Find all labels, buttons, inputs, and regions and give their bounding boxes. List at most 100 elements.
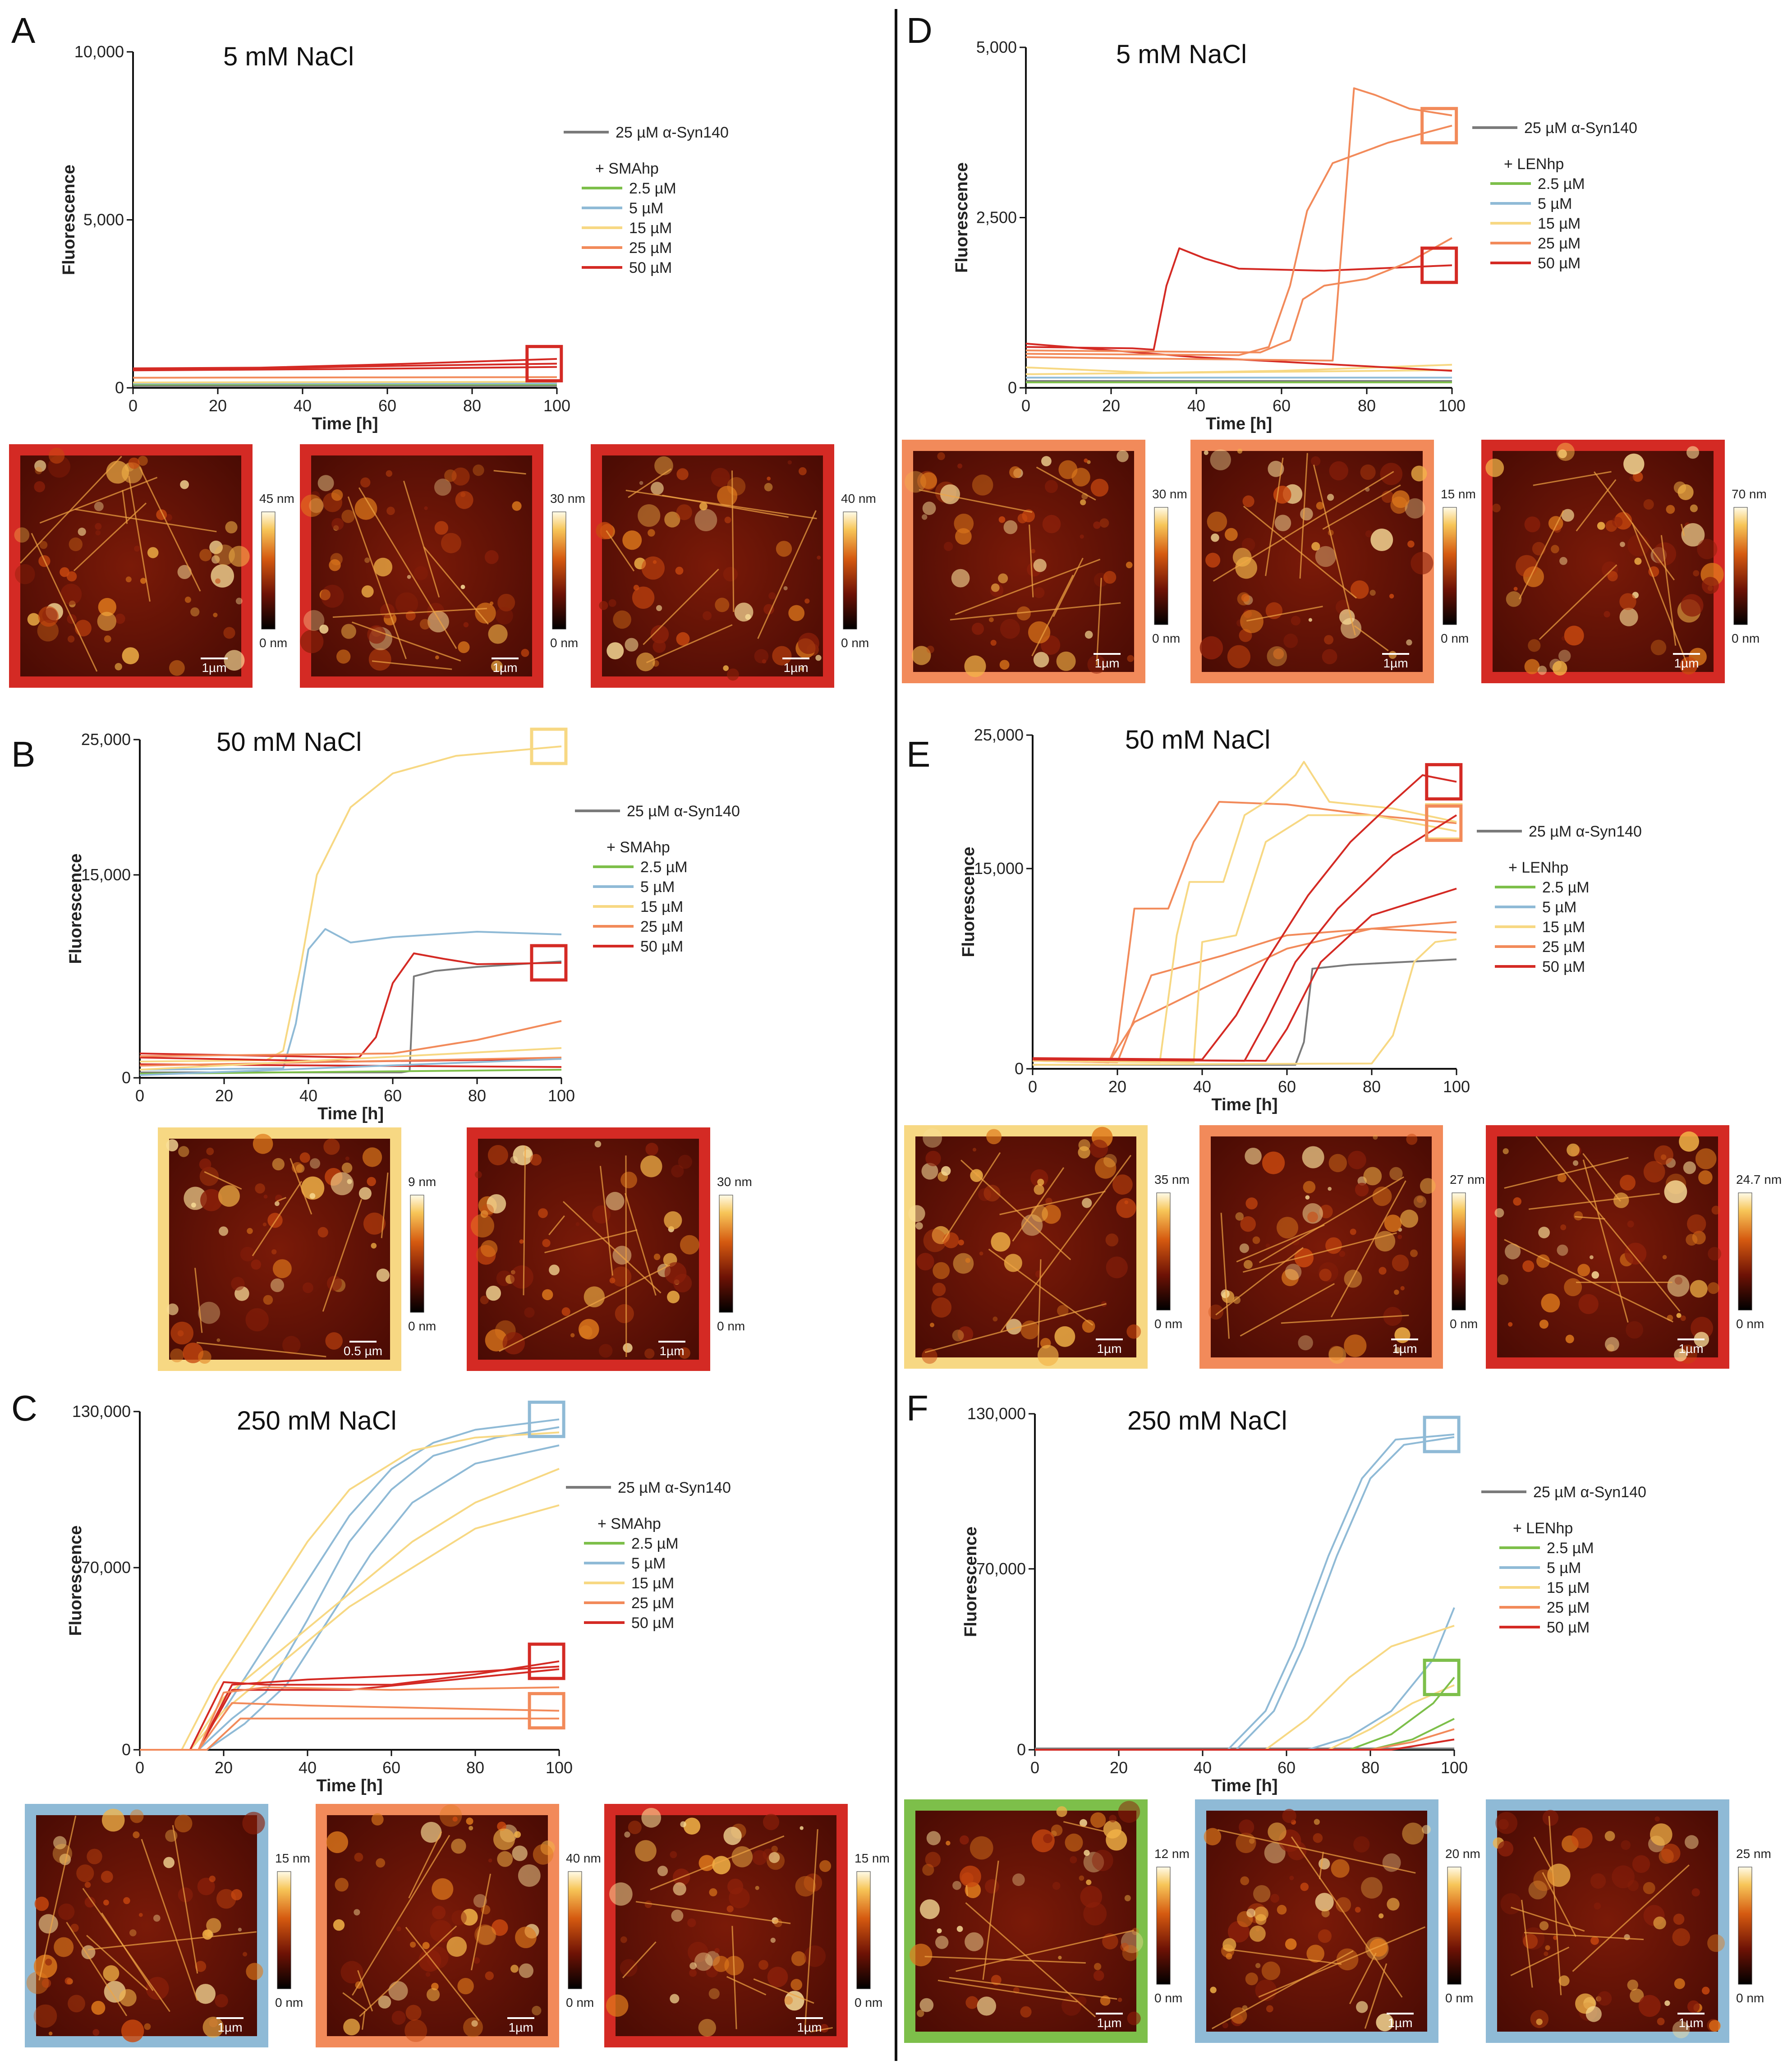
afm-feature — [1236, 1832, 1256, 1853]
afm-feature — [223, 627, 235, 639]
afm-feature — [229, 546, 250, 567]
afm-feature — [708, 1988, 720, 1999]
afm-feature — [772, 646, 792, 666]
afm-fibril — [1243, 1232, 1397, 1273]
afm-feature — [1043, 1834, 1052, 1843]
afm-feature — [253, 1134, 273, 1154]
afm-feature — [1314, 1819, 1320, 1825]
series-line-yellow — [1032, 938, 1457, 1066]
afm-feature — [1079, 1875, 1084, 1881]
afm-feature — [1355, 1182, 1369, 1197]
afm-feature — [1612, 1865, 1635, 1889]
afm-fibril — [1521, 1899, 1533, 1988]
x-tick-label: 0 — [135, 1086, 144, 1105]
afm-feature — [1126, 561, 1133, 569]
scalebar-label: 1µm — [1097, 2016, 1121, 2030]
panel-letter: C — [11, 1388, 37, 1428]
afm-fibril — [1240, 1283, 1335, 1337]
afm-fibril — [86, 1935, 148, 1991]
afm-feature — [787, 460, 792, 465]
afm-fibril — [1572, 1864, 1690, 1972]
afm-fibril — [1364, 1963, 1388, 2029]
afm-feature — [612, 1246, 632, 1265]
afm-feature — [1498, 1841, 1514, 1857]
panel-F: F 250 mM NaCl 0 20 40 60 80 100 0 70,000 130,000 Ti… — [904, 1388, 1771, 2043]
afm-feature — [1683, 1161, 1696, 1174]
afm-feature — [758, 1960, 768, 1970]
afm-feature — [654, 456, 673, 475]
afm-feature — [650, 482, 664, 495]
afm-feature — [1003, 520, 1018, 534]
afm-feature — [391, 2010, 406, 2025]
afm-feature — [153, 1914, 161, 1922]
afm-feature — [103, 1965, 119, 1982]
y-tick-label: 5,000 — [83, 211, 124, 229]
afm-feature — [427, 611, 449, 633]
afm-fibril — [499, 1264, 671, 1352]
afm-fibril — [405, 1927, 480, 2021]
afm-fibril — [1215, 1247, 1304, 1315]
afm-feature — [1211, 533, 1219, 542]
afm-feature — [1697, 539, 1718, 560]
afm-feature — [272, 1259, 292, 1279]
afm-feature — [675, 566, 684, 575]
afm-feature — [532, 2005, 542, 2015]
afm-fibril — [960, 1159, 1071, 1260]
afm-feature — [146, 1977, 169, 2000]
afm-feature — [1308, 618, 1312, 622]
afm-feature — [1344, 1334, 1367, 1357]
afm-feature — [689, 1969, 697, 1977]
afm-fibril — [1259, 1176, 1404, 1263]
afm-fibril — [139, 467, 201, 592]
afm-feature — [919, 1899, 940, 1919]
afm-feature — [1033, 559, 1047, 572]
afm-feature — [301, 1176, 325, 1200]
afm-fibril — [352, 1835, 450, 1996]
afm-feature — [144, 2023, 151, 2030]
x-tick-label: 60 — [1278, 1077, 1296, 1096]
legend-entry: 5 µM — [629, 200, 663, 217]
afm-feature — [184, 596, 191, 603]
afm-feature — [104, 635, 111, 643]
afm-feature — [1240, 610, 1264, 633]
afm-feature — [1294, 1248, 1314, 1268]
colorbar-max-label: 30 nm — [1152, 487, 1187, 501]
afm-feature — [1302, 1146, 1324, 1168]
afm-feature — [1680, 657, 1698, 675]
afm-feature — [798, 633, 819, 654]
afm-feature — [1662, 1255, 1667, 1260]
afm-feature — [271, 1249, 277, 1255]
afm-feature — [115, 613, 125, 624]
afm-feature — [1084, 1849, 1090, 1856]
afm-feature — [768, 1852, 780, 1863]
afm-feature — [1691, 1316, 1714, 1339]
afm-feature — [1350, 580, 1369, 599]
series-line-blue — [139, 1058, 562, 1076]
afm-feature — [198, 1302, 221, 1324]
afm-feature — [940, 484, 960, 504]
afm-feature — [1126, 1324, 1141, 1339]
afm-feature — [202, 1929, 213, 1940]
afm-feature — [1623, 453, 1645, 475]
colorbar-max-label: 70 nm — [1732, 487, 1767, 501]
afm-feature — [38, 1914, 58, 1934]
afm-feature — [1106, 1829, 1127, 1851]
afm-fibril — [1213, 471, 1394, 582]
afm-feature — [1070, 1856, 1077, 1863]
afm-image: 1µm 15 nm 0 nm — [604, 1804, 890, 2047]
legend-entry: 5 µM — [1547, 1559, 1581, 1577]
afm-feature — [195, 1961, 207, 1972]
afm-feature — [426, 1946, 449, 1969]
afm-feature — [635, 1840, 657, 1862]
afm-feature — [1702, 577, 1719, 594]
afm-feature — [1392, 1255, 1409, 1272]
afm-feature — [1597, 522, 1605, 530]
afm-feature — [1650, 639, 1667, 655]
afm-feature — [1277, 1217, 1298, 1239]
afm-feature — [1057, 1305, 1069, 1317]
afm-feature — [211, 564, 234, 588]
afm-feature — [1545, 1945, 1550, 1950]
afm-feature — [1677, 484, 1694, 500]
afm-feature — [641, 556, 665, 580]
afm-feature — [1672, 2021, 1690, 2038]
